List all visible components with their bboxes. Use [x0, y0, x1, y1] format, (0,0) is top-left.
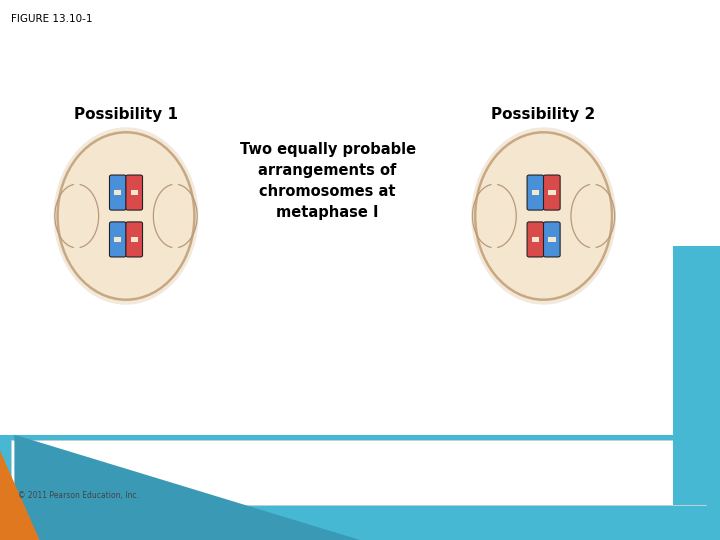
FancyBboxPatch shape	[126, 222, 143, 257]
FancyBboxPatch shape	[114, 190, 122, 195]
FancyBboxPatch shape	[544, 175, 560, 210]
FancyBboxPatch shape	[130, 237, 138, 242]
FancyBboxPatch shape	[0, 435, 720, 540]
Ellipse shape	[53, 127, 199, 305]
FancyBboxPatch shape	[130, 190, 138, 195]
FancyBboxPatch shape	[673, 246, 720, 505]
Ellipse shape	[471, 127, 616, 305]
Polygon shape	[0, 450, 40, 540]
FancyBboxPatch shape	[126, 175, 143, 210]
FancyBboxPatch shape	[109, 222, 126, 257]
FancyBboxPatch shape	[109, 175, 126, 210]
Text: Possibility 2: Possibility 2	[492, 106, 595, 122]
Text: Two equally probable
arrangements of
chromosomes at
metaphase I: Two equally probable arrangements of chr…	[240, 142, 415, 220]
FancyBboxPatch shape	[114, 237, 122, 242]
FancyBboxPatch shape	[531, 237, 539, 242]
FancyBboxPatch shape	[527, 222, 544, 257]
Text: FIGURE 13.10-1: FIGURE 13.10-1	[11, 14, 92, 24]
FancyBboxPatch shape	[11, 440, 706, 505]
FancyBboxPatch shape	[527, 175, 544, 210]
FancyBboxPatch shape	[548, 190, 556, 195]
Polygon shape	[14, 435, 360, 540]
FancyBboxPatch shape	[548, 237, 556, 242]
Ellipse shape	[475, 132, 612, 300]
FancyBboxPatch shape	[531, 190, 539, 195]
Text: © 2011 Pearson Education, Inc.: © 2011 Pearson Education, Inc.	[18, 491, 139, 500]
Text: Possibility 1: Possibility 1	[74, 106, 178, 122]
Ellipse shape	[58, 132, 194, 300]
FancyBboxPatch shape	[544, 222, 560, 257]
